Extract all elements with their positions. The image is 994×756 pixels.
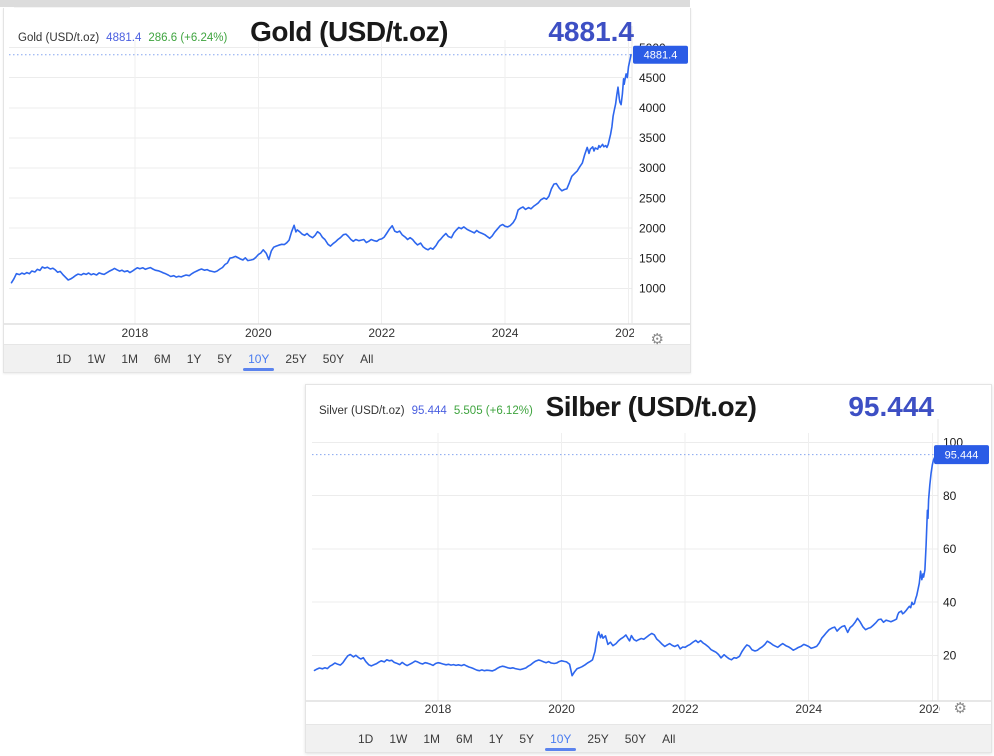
instrument-last-value: 95.444: [411, 405, 447, 417]
instrument-name: Gold (USD/t.oz): [18, 32, 100, 44]
range-button-1w[interactable]: 1W: [383, 730, 413, 748]
x-axis-tick-label: 2020: [245, 326, 272, 340]
range-button-25y[interactable]: 25Y: [581, 730, 614, 748]
y-axis-tick-label: 80: [943, 489, 957, 503]
x-axis-tick-label: 2018: [122, 326, 149, 340]
range-button-50y[interactable]: 50Y: [619, 730, 652, 748]
gold-chart-card: Gold (USD/t.oz) 4881.4 286.6 (+6.24%) Go…: [3, 8, 691, 373]
chart-display-price: 4881.4: [548, 16, 634, 47]
range-button-1y[interactable]: 1Y: [181, 350, 208, 368]
range-button-50y[interactable]: 50Y: [317, 350, 350, 368]
last-price-badge: [633, 45, 688, 64]
settings-gear-icon[interactable]: ⚙: [650, 331, 664, 348]
chart-title: Gold (USD/t.oz): [250, 16, 448, 47]
y-axis-tick-label: 60: [943, 542, 957, 556]
y-axis-tick-label: 1000: [639, 282, 666, 296]
last-price-badge: [934, 445, 989, 465]
range-button-1d[interactable]: 1D: [50, 350, 77, 368]
instrument-summary: Gold (USD/t.oz) 4881.4 286.6 (+6.24%): [18, 32, 227, 44]
range-button-1m[interactable]: 1M: [417, 730, 446, 748]
range-button-5y[interactable]: 5Y: [513, 730, 540, 748]
range-button-all[interactable]: All: [656, 730, 681, 748]
range-button-1w[interactable]: 1W: [81, 350, 111, 368]
range-button-all[interactable]: All: [354, 350, 379, 368]
y-axis-tick-label: 2500: [639, 191, 666, 205]
y-axis-tick-label: 40: [943, 595, 957, 609]
x-axis-tick-label: 2022: [368, 326, 395, 340]
chart-display-price: 95.444: [848, 391, 934, 422]
range-button-1m[interactable]: 1M: [115, 350, 144, 368]
x-axis-tick-label: 2024: [492, 326, 519, 340]
x-axis-tick-label: 2024: [795, 702, 822, 716]
price-line-series: [313, 453, 937, 677]
range-button-25y[interactable]: 25Y: [279, 350, 312, 368]
y-axis-tick-label: 4000: [639, 101, 666, 115]
price-line-series: [10, 53, 632, 284]
range-toolbar: 1D 1W 1M 6M 1Y 5Y 10Y 25Y 50Y All: [4, 344, 690, 372]
silver-chart-card: Silver (USD/t.oz) 95.444 5.505 (+6.12%) …: [305, 384, 992, 753]
instrument-last-value: 4881.4: [106, 32, 142, 44]
instrument-change: 5.505 (+6.12%): [453, 405, 533, 417]
y-axis-tick-label: 2000: [639, 221, 666, 235]
x-axis-tick-label: 2022: [672, 702, 699, 716]
range-button-10y[interactable]: 10Y: [242, 350, 275, 371]
x-axis-tick-label: 2026: [919, 702, 946, 716]
settings-gear-icon[interactable]: ⚙: [953, 700, 967, 717]
browser-chrome-strip: [0, 0, 690, 7]
instrument-change: 286.6 (+6.24%): [148, 32, 228, 44]
x-axis-tick-label: 2026: [615, 326, 642, 340]
last-price-badge-label: 4881.4: [644, 50, 678, 62]
gold-price-line-chart[interactable]: 1000150020002500300035004000450050002018…: [4, 8, 690, 344]
chart-title: Silber (USD/t.oz): [545, 391, 757, 422]
range-button-6m[interactable]: 6M: [148, 350, 177, 368]
range-button-1d[interactable]: 1D: [352, 730, 379, 748]
x-axis-tick-label: 2018: [425, 702, 452, 716]
y-axis-tick-label: 3500: [639, 131, 666, 145]
range-toolbar: 1D 1W 1M 6M 1Y 5Y 10Y 25Y 50Y All: [306, 724, 991, 752]
range-button-6m[interactable]: 6M: [450, 730, 479, 748]
y-axis-tick-label: 1500: [639, 252, 666, 266]
instrument-summary: Silver (USD/t.oz) 95.444 5.505 (+6.12%): [319, 405, 533, 417]
last-price-badge-label: 95.444: [945, 450, 979, 462]
instrument-name: Silver (USD/t.oz): [319, 405, 405, 417]
range-button-10y[interactable]: 10Y: [544, 730, 577, 751]
range-button-1y[interactable]: 1Y: [483, 730, 510, 748]
y-axis-tick-label: 20: [943, 649, 957, 663]
range-button-5y[interactable]: 5Y: [211, 350, 238, 368]
x-axis-tick-label: 2020: [548, 702, 575, 716]
y-axis-tick-label: 3000: [639, 161, 666, 175]
y-axis-tick-label: 4500: [639, 71, 666, 85]
